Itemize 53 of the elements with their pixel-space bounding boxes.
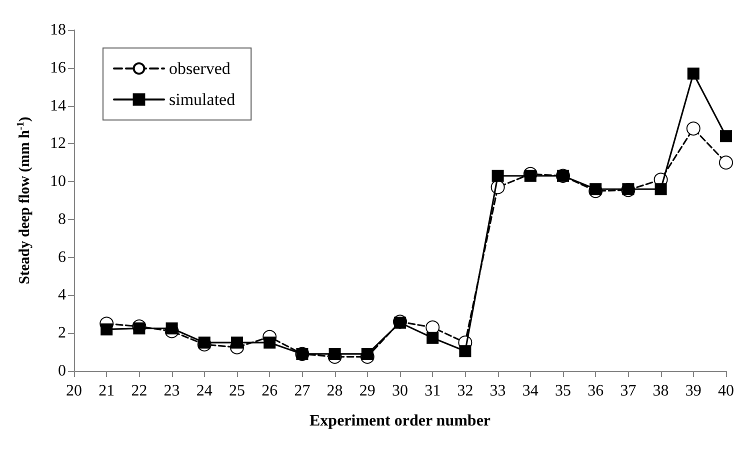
x-tick-label: 37 xyxy=(620,382,636,400)
point xyxy=(361,348,374,360)
x-tick-label: 28 xyxy=(326,382,343,400)
y-tick-label: 6 xyxy=(58,248,66,266)
point xyxy=(166,322,178,334)
legend-label: observed xyxy=(169,59,231,78)
point xyxy=(687,68,700,80)
point xyxy=(426,332,439,344)
x-tick-label: 34 xyxy=(522,382,538,400)
x-tick-label: 38 xyxy=(652,382,669,400)
y-tick-label: 18 xyxy=(50,22,66,38)
point xyxy=(328,348,341,360)
x-tick-label: 23 xyxy=(164,382,180,400)
x-tick-label: 24 xyxy=(196,382,212,400)
y-tick-label: 12 xyxy=(50,135,66,152)
x-tick-label: 29 xyxy=(359,382,376,400)
x-tick-label: 36 xyxy=(588,382,604,400)
point xyxy=(686,122,700,136)
y-tick-label: 10 xyxy=(50,173,66,190)
x-tick-label: 32 xyxy=(457,382,474,400)
x-tick-label: 27 xyxy=(294,382,310,400)
point xyxy=(590,183,602,196)
y-tick-label: 8 xyxy=(58,210,66,228)
legend-label: simulated xyxy=(169,90,236,109)
point xyxy=(231,336,243,349)
y-tick-label: 14 xyxy=(50,97,66,114)
point xyxy=(133,322,146,334)
x-tick-label: 39 xyxy=(685,382,702,400)
x-tick-label: 21 xyxy=(98,382,115,400)
y-tick-label: 2 xyxy=(58,324,66,342)
point xyxy=(524,170,536,182)
x-tick-label: 25 xyxy=(229,382,245,400)
x-tick-label: 31 xyxy=(424,382,441,400)
point xyxy=(654,183,667,196)
y-tick-label: 16 xyxy=(50,59,66,76)
x-tick-label: 20 xyxy=(66,382,82,400)
y-axis-title: Steady deep flow (mm h-1) xyxy=(16,116,33,284)
x-tick-label: 33 xyxy=(490,382,506,400)
x-axis-title: Experiment order number xyxy=(309,412,491,430)
y-tick-label: 4 xyxy=(58,286,66,304)
x-tick-label: 30 xyxy=(392,382,408,400)
point xyxy=(719,156,733,170)
y-tick-label: 0 xyxy=(58,362,66,380)
x-tick-label: 35 xyxy=(555,382,571,400)
point xyxy=(264,336,276,349)
x-tick-label: 22 xyxy=(131,382,148,400)
point xyxy=(459,345,472,358)
point xyxy=(100,323,113,336)
point xyxy=(492,170,504,182)
point xyxy=(198,336,210,349)
point xyxy=(720,130,732,142)
x-tick-label: 40 xyxy=(718,382,734,400)
x-tick-label: 26 xyxy=(262,382,278,400)
